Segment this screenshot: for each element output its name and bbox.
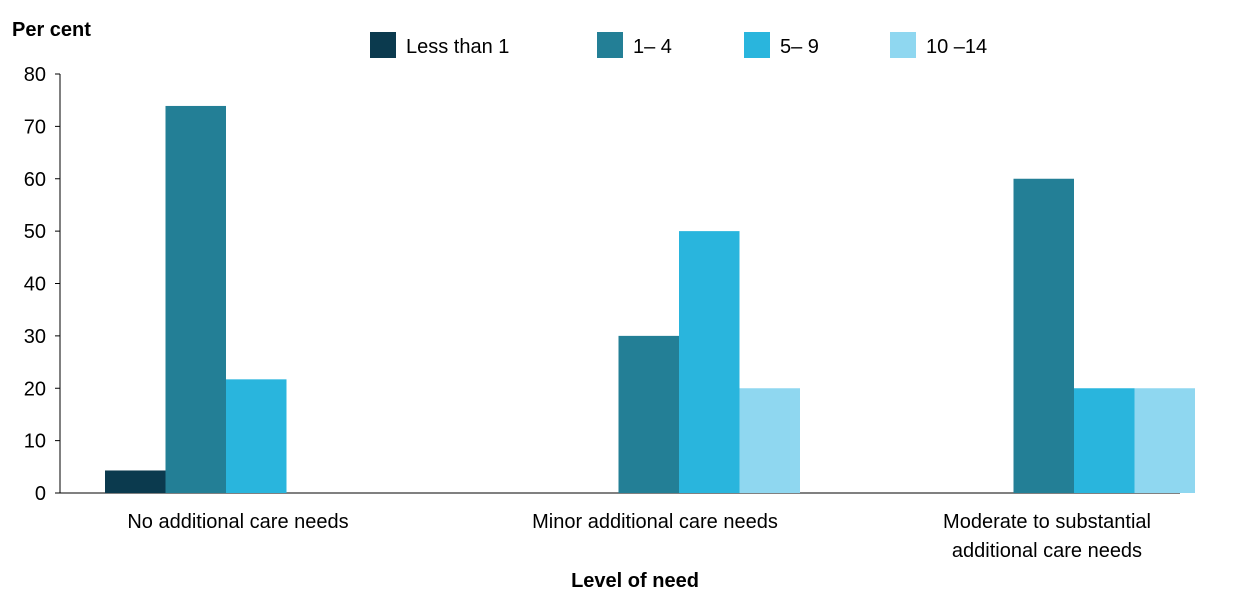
bar (1013, 178, 1074, 493)
legend-label: 1– 4 (633, 36, 672, 58)
y-tick-label: 10 (24, 431, 46, 453)
bars (105, 105, 1195, 493)
legend-label: 5– 9 (780, 36, 819, 58)
bar (165, 105, 226, 493)
bar (1074, 388, 1135, 493)
x-axis-title: Level of need (571, 570, 699, 592)
bar (226, 379, 287, 493)
bar (618, 335, 679, 493)
legend-label: Less than 1 (406, 36, 509, 58)
legend-item: 1– 4 (597, 32, 672, 58)
legend-swatch (370, 32, 396, 58)
y-tick-label: 70 (24, 116, 46, 138)
y-axis: 0 10 20 30 40 50 60 70 80 (24, 64, 61, 505)
x-tick-label: Moderate to substantial additional care n… (943, 511, 1151, 562)
legend-item: 5– 9 (744, 32, 819, 58)
y-tick-label: 50 (24, 221, 46, 243)
bar (679, 231, 740, 493)
y-tick-label: 40 (24, 274, 46, 296)
bar (105, 470, 166, 493)
x-axis: No additional care needs Minor additional… (60, 492, 1180, 562)
legend-item: Less than 1 (370, 32, 509, 58)
bar (1134, 388, 1195, 493)
y-tick-label: 60 (24, 169, 46, 191)
y-tick-label: 30 (24, 326, 46, 348)
legend-swatch (890, 32, 916, 58)
legend-swatch (597, 32, 623, 58)
x-tick-label: No additional care needs (127, 511, 348, 533)
legend-swatch (744, 32, 770, 58)
y-tick-label: 0 (35, 483, 46, 505)
bar (739, 388, 800, 493)
y-axis-title: Per cent (12, 19, 91, 41)
y-tick-label: 20 (24, 378, 46, 400)
x-tick-label: Minor additional care needs (532, 511, 778, 533)
legend-label: 10 –14 (926, 36, 987, 58)
legend: Less than 1 1– 4 5– 9 10 –14 (370, 32, 987, 58)
legend-item: 10 –14 (890, 32, 987, 58)
y-tick-label: 80 (24, 64, 46, 86)
